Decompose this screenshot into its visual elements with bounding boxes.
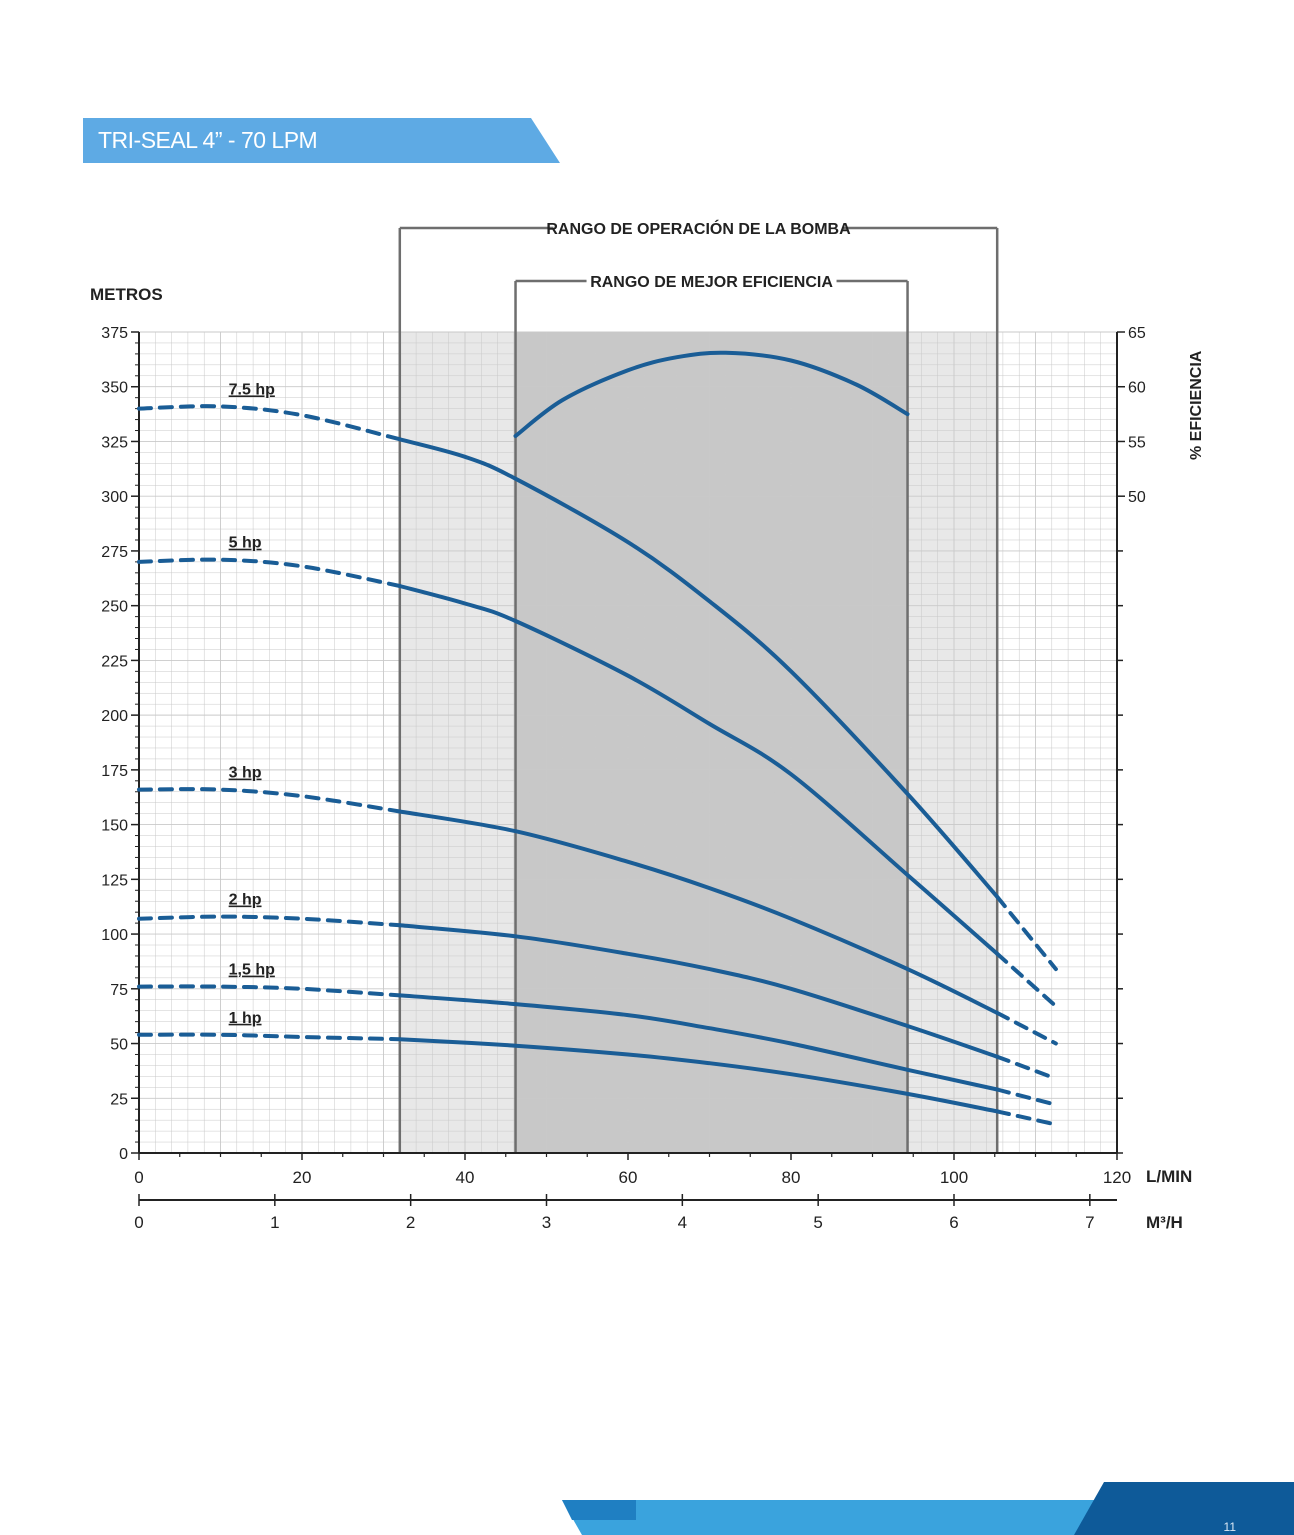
y-tick-label: 25 xyxy=(110,1091,128,1108)
series-curve xyxy=(397,1037,1000,1114)
series-dashed-tail xyxy=(995,1054,1058,1081)
x-tick-label: 0 xyxy=(134,1168,143,1187)
series-label: 5 hp xyxy=(229,535,262,552)
pump-curve-chart: RANGO DE OPERACIÓN DE LA BOMBA RANGO DE M… xyxy=(90,219,1205,1232)
series-curve xyxy=(397,993,1000,1092)
x2-tick-label: 0 xyxy=(134,1213,143,1232)
series-dashed-tail xyxy=(995,1087,1058,1107)
banner-shape xyxy=(83,118,560,163)
x2-tick-label: 2 xyxy=(406,1213,415,1232)
y-tick-label: 200 xyxy=(101,708,128,725)
series-dashed-tail xyxy=(995,894,1058,972)
series-dashed-start xyxy=(137,557,402,588)
series-label: 7.5 hp xyxy=(229,381,275,398)
series-dashed-tail xyxy=(995,1109,1058,1127)
operating-range-label: RANGO DE OPERACIÓN DE LA BOMBA xyxy=(546,219,851,238)
x2-tick-label: 6 xyxy=(949,1213,958,1232)
y-tick-label: 350 xyxy=(101,380,128,397)
y-tick-label: 325 xyxy=(101,434,128,451)
series-curve xyxy=(397,437,1000,899)
y2-axis-title: % EFICIENCIA xyxy=(1188,350,1205,460)
series-dashed-start xyxy=(137,404,402,442)
series-label: 3 hp xyxy=(229,765,262,782)
series-label: 1,5 hp xyxy=(229,962,275,979)
best-efficiency-label: RANGO DE MEJOR EFICIENCIA xyxy=(590,274,833,291)
y-axis-title: METROS xyxy=(90,285,163,304)
x2-axis-title: M³/H xyxy=(1146,1213,1183,1232)
x-tick-label: 100 xyxy=(940,1168,968,1187)
series-dashed-start xyxy=(137,914,402,928)
x-axis-title: L/MIN xyxy=(1146,1167,1192,1186)
y-tick-label: 150 xyxy=(101,818,128,835)
series-curve xyxy=(397,809,1000,1015)
y-tick-label: 250 xyxy=(101,599,128,616)
y-tick-label: 100 xyxy=(101,927,128,944)
y-tick-label: 125 xyxy=(101,872,128,889)
series-label: 1 hp xyxy=(229,1010,262,1027)
series-dashed-tail xyxy=(995,951,1058,1009)
y2-tick-label: 65 xyxy=(1128,325,1146,342)
x-tick-label: 60 xyxy=(619,1168,638,1187)
x-tick-label: 120 xyxy=(1103,1168,1131,1187)
y2-tick-label: 50 xyxy=(1128,489,1146,506)
y-tick-label: 275 xyxy=(101,544,128,561)
x2-tick-label: 3 xyxy=(542,1213,551,1232)
series-dashed-start xyxy=(137,1032,402,1042)
x2-tick-label: 5 xyxy=(813,1213,822,1232)
page-title: TRI-SEAL 4” - 70 LPM xyxy=(98,127,318,153)
series-dashed-start xyxy=(137,984,402,998)
efficiency-curve xyxy=(513,350,910,438)
x2-tick-label: 7 xyxy=(1085,1213,1094,1232)
x2-tick-label: 4 xyxy=(678,1213,687,1232)
series-curve xyxy=(397,584,1000,956)
series-dashed-tail xyxy=(995,1010,1058,1046)
y-tick-label: 375 xyxy=(101,325,128,342)
x-tick-label: 20 xyxy=(293,1168,312,1187)
y-tick-label: 50 xyxy=(110,1037,128,1054)
series-label: 2 hp xyxy=(229,892,262,909)
best-efficiency-band xyxy=(515,332,908,1153)
y-tick-label: 225 xyxy=(101,653,128,670)
y-tick-label: 300 xyxy=(101,489,128,506)
page-number: 11 xyxy=(1223,1520,1236,1534)
y-tick-label: 0 xyxy=(119,1146,128,1163)
x2-tick-label: 1 xyxy=(270,1213,279,1232)
series-dashed-start xyxy=(137,787,402,814)
y-tick-label: 75 xyxy=(110,982,128,999)
y-tick-label: 175 xyxy=(101,763,128,780)
y2-tick-label: 60 xyxy=(1128,380,1146,397)
y2-tick-label: 55 xyxy=(1128,434,1146,451)
x-tick-label: 80 xyxy=(782,1168,801,1187)
title-banner: TRI-SEAL 4” - 70 LPM xyxy=(83,118,560,163)
x-tick-label: 40 xyxy=(456,1168,475,1187)
series-curve xyxy=(397,923,1000,1059)
